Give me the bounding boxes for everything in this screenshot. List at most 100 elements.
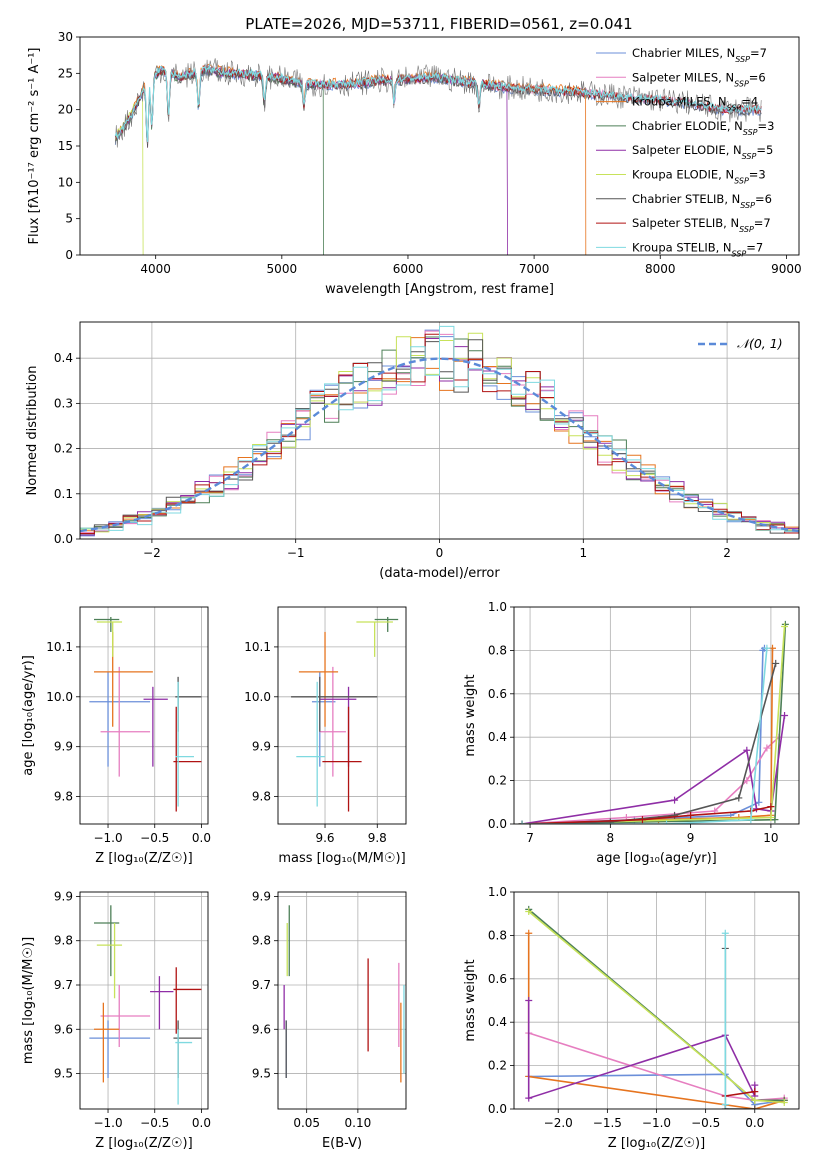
y-tick-label: 0.1 <box>54 487 73 501</box>
plot-area <box>278 892 406 1109</box>
x-tick-label: 7000 <box>519 262 550 276</box>
mass-weight-marker <box>687 811 695 819</box>
x-axis-label: Z [log₁₀(Z/Z☉)] <box>95 1136 192 1151</box>
y-tick-label: 0.2 <box>488 1059 507 1073</box>
y-tick-label: 9.5 <box>252 1067 271 1081</box>
mass-weight-line <box>527 1000 756 1100</box>
y-tick-label: 30 <box>58 30 73 44</box>
y-tick-label: 15 <box>58 139 73 153</box>
mass-weight-line <box>724 948 755 1109</box>
mass-weight-line <box>528 1073 785 1106</box>
mass-weight-marker <box>751 1105 759 1109</box>
mass-weight-marker <box>638 816 646 824</box>
mass-weight-marker <box>663 820 671 824</box>
x-axis-label: mass [log₁₀(M/M☉)] <box>278 851 405 866</box>
y-tick-label: 0.4 <box>488 730 507 744</box>
y-tick-label: 0 <box>65 248 73 262</box>
panel-mass-vs-z: −1.0 −0.5 0.0 9.5 9.6 9.7 9.8 9.9 Z [log₁₀(Z/Z☉)… <box>21 889 211 1151</box>
y-tick-label: 0.0 <box>488 1102 507 1116</box>
mass-weight-line <box>528 1032 785 1102</box>
plot-area <box>278 607 406 824</box>
x-tick-label: 0.05 <box>293 1116 320 1130</box>
model-line <box>114 88 144 255</box>
y-tick-label: 9.9 <box>54 740 73 754</box>
mass-weight-line <box>725 1090 755 1097</box>
x-tick-label: 1 <box>579 546 587 560</box>
legend-label-text: Kroupa ELODIE, N <box>632 168 734 182</box>
x-tick-label: −1 <box>287 546 305 560</box>
y-tick-label: 10.0 <box>244 690 271 704</box>
mass-weight-marker <box>767 803 775 811</box>
mass-weight-line <box>521 648 774 824</box>
y-tick-label: 0.8 <box>488 928 507 942</box>
plot-frame <box>277 606 407 825</box>
y-tick-label: 9.6 <box>54 1022 73 1036</box>
x-tick-label: 9000 <box>771 262 802 276</box>
mass-weight-marker <box>525 997 533 1004</box>
legend-label-subscript: SSP <box>739 225 754 234</box>
x-tick-label: 10 <box>763 831 778 845</box>
legend-label-subscript: SSP <box>743 127 758 136</box>
y-tick-label: 0.8 <box>488 643 507 657</box>
mass-weight-marker <box>525 908 533 916</box>
legend-label-value: =6 <box>755 192 772 206</box>
legend-label-value: =6 <box>749 70 766 84</box>
x-axis-label: Z [log₁₀(Z/Z☉)] <box>95 851 192 866</box>
legend-label-value: =4 <box>741 95 758 109</box>
legend-label-subscript: SSP <box>740 200 755 209</box>
x-tick-label: 0.0 <box>745 1116 764 1130</box>
y-tick-label: 1.0 <box>488 600 507 614</box>
y-tick-label: 0.6 <box>488 972 507 986</box>
x-tick-label: 0.10 <box>345 1116 372 1130</box>
y-tick-label: 0.6 <box>488 687 507 701</box>
legend-label-subscript: SSP <box>734 176 749 185</box>
model-line <box>114 63 587 255</box>
mass-weight-marker <box>755 798 763 806</box>
legend-label-text: Salpeter MILES, N <box>632 70 734 84</box>
y-tick-label: 0.3 <box>54 396 73 410</box>
x-axis-label: age [log₁₀(age/yr)] <box>596 851 717 866</box>
y-tick-label: 0.2 <box>488 774 507 788</box>
y-tick-label: 9.9 <box>54 889 73 903</box>
panel-massweight-vs-z: −2.0 −1.5 −1.0 −0.5 0.0 0.0 0.2 0.4 0.6 0.8 1.0 Z [… <box>463 885 800 1151</box>
y-axis-label: age [log₁₀(age/yr)] <box>21 655 36 776</box>
x-tick-label: −2 <box>143 546 161 560</box>
y-tick-label: 9.7 <box>252 978 271 992</box>
y-tick-label: 25 <box>58 66 73 80</box>
x-tick-label: 0.0 <box>192 1116 211 1130</box>
y-tick-label: 10 <box>58 175 73 189</box>
x-tick-label: −1.0 <box>642 1116 671 1130</box>
plot-area <box>514 892 799 1109</box>
residual-histogram <box>80 325 799 532</box>
panel-age-vs-mass: 9.6 9.8 9.8 9.9 10.0 10.1 mass [log₁₀(M/M☉)] <box>244 606 407 866</box>
y-tick-label: 0.2 <box>54 442 73 456</box>
mass-weight-marker <box>780 1098 788 1106</box>
spectrum-title: PLATE=2026, MJD=53711, FIBERID=0561, z=0… <box>245 15 632 33</box>
plot-frame <box>277 891 407 1110</box>
legend-label-text: Salpeter ELODIE, N <box>632 143 742 157</box>
y-tick-label: 9.8 <box>54 934 73 948</box>
legend-label: Kroupa STELIB, NSSP=7 <box>632 240 763 258</box>
plot-area <box>80 892 208 1109</box>
mass-weight-marker <box>763 744 771 752</box>
legend-label: Kroupa ELODIE, NSSP=3 <box>632 168 766 186</box>
x-tick-label: −0.5 <box>140 831 169 845</box>
legend-label-text: Kroupa MILES, N <box>632 95 727 109</box>
x-axis-label: wavelength [Angstrom, rest frame] <box>325 282 554 297</box>
legend-label-value: =3 <box>749 168 766 182</box>
legend-label-value: =7 <box>754 216 771 230</box>
y-tick-label: 9.5 <box>54 1067 73 1081</box>
mass-weight-marker <box>743 777 751 785</box>
plot-frame <box>79 321 800 540</box>
panel-residuals: −2 −1 0 1 2 0.0 0.1 0.2 0.3 0.4 (data-model)/error… <box>25 321 800 581</box>
mass-weight-marker <box>763 644 771 652</box>
plot-frame <box>513 606 800 825</box>
x-tick-label: 9.8 <box>368 831 387 845</box>
legend-label-text: Chabrier STELIB, N <box>632 192 740 206</box>
y-tick-label: 10.0 <box>46 690 73 704</box>
plot-frame <box>79 36 800 256</box>
y-tick-label: 0.4 <box>54 351 73 365</box>
model-line <box>114 63 762 142</box>
y-tick-label: 9.8 <box>252 934 271 948</box>
model-line <box>114 65 508 255</box>
